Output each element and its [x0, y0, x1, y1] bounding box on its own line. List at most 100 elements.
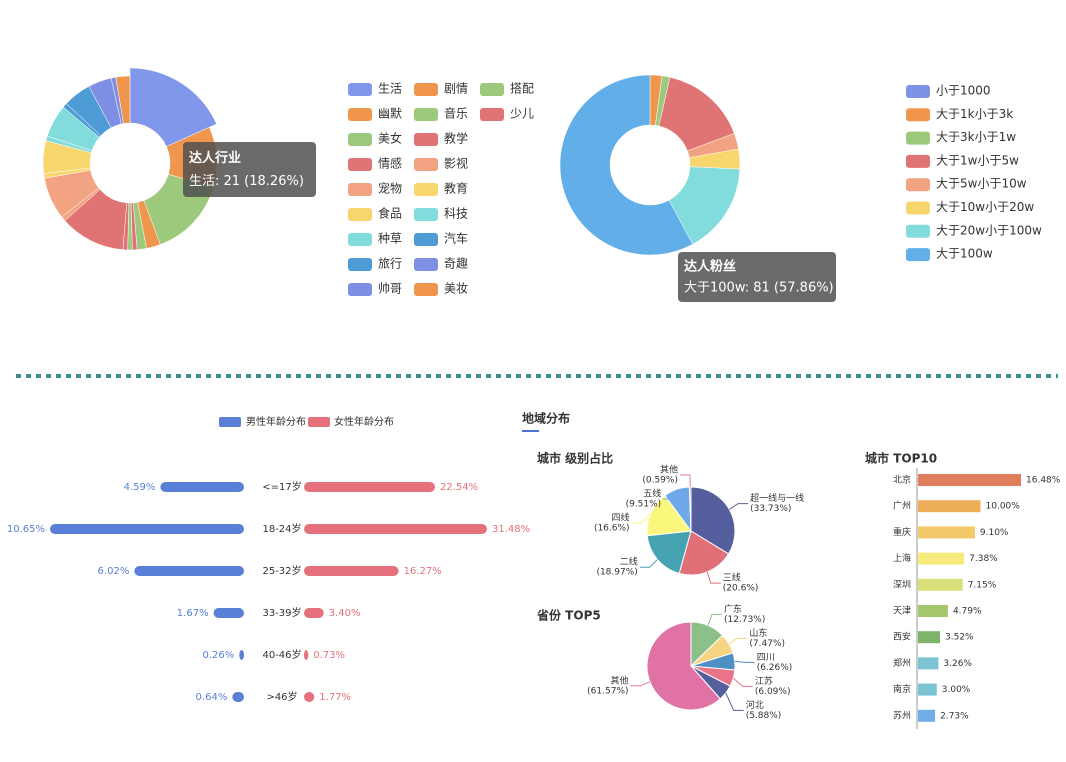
- category-label: 25-32岁: [262, 564, 301, 577]
- legend-label: 大于20w小于100w: [936, 223, 1042, 237]
- legend-label: 剧情: [444, 82, 468, 96]
- bar: [918, 474, 1021, 486]
- slice: [115, 75, 131, 124]
- category-label: 40-46岁: [262, 648, 301, 661]
- slice-label: 河北: [746, 699, 764, 711]
- slice-label: 五线: [643, 488, 661, 500]
- category-label: >46岁: [266, 690, 297, 703]
- value-label: 3.00%: [942, 685, 971, 695]
- slice-label: 三线: [723, 572, 741, 584]
- value-label: 4.79%: [953, 607, 982, 617]
- chart-title: 城市 TOP10: [865, 451, 937, 466]
- slice-value-label: (61.57%): [587, 686, 628, 696]
- value-label: 10.00%: [986, 502, 1021, 512]
- slice-value-label: (18.97%): [596, 568, 637, 578]
- section-underline: [522, 430, 539, 432]
- legend-swatch: [414, 283, 438, 296]
- bar: [918, 605, 948, 617]
- bar: [918, 526, 975, 539]
- category-label: 天津: [893, 606, 911, 617]
- legend-swatch: [906, 154, 930, 168]
- legend-swatch: [219, 417, 241, 427]
- legend-swatch: [480, 83, 504, 96]
- tooltip-text: 大于100w: 81 (57.86%): [684, 281, 834, 296]
- legend-label: 美妆: [444, 282, 468, 296]
- chart-title: 省份 TOP5: [536, 608, 601, 623]
- legend-swatch: [906, 178, 930, 192]
- legend-label: 帅哥: [378, 282, 402, 296]
- leader-line: [729, 503, 749, 510]
- legend-swatch: [348, 158, 372, 171]
- chart-title: 城市 级别占比: [537, 451, 613, 466]
- legend-swatch: [906, 224, 930, 238]
- bar: [304, 692, 315, 702]
- value-label: 3.26%: [943, 659, 972, 669]
- leader-line: [663, 489, 677, 500]
- slice: [129, 67, 217, 147]
- slice-value-label: (6.09%): [755, 687, 791, 697]
- leader-line: [707, 613, 723, 626]
- legend-swatch: [414, 133, 438, 146]
- bar: [918, 683, 937, 696]
- legend-label: 男性年龄分布: [246, 415, 306, 428]
- legend-swatch: [414, 208, 438, 221]
- leader-line: [631, 512, 652, 524]
- legend-swatch: [480, 108, 504, 121]
- legend-swatch: [414, 83, 438, 96]
- legend-label: 教学: [444, 131, 468, 146]
- value-label: 7.15%: [968, 580, 997, 590]
- slice-label: 山东: [749, 627, 767, 639]
- legend-swatch: [906, 248, 930, 262]
- category-label: <=17岁: [262, 480, 301, 493]
- legend-swatch: [414, 258, 438, 271]
- legend-label: 女性年龄分布: [334, 415, 394, 428]
- value-label: 16.27%: [404, 566, 442, 577]
- bar: [304, 566, 399, 576]
- leader-line: [725, 692, 744, 711]
- category-label: 南京: [893, 683, 911, 695]
- legend-label: 大于5w小于10w: [936, 177, 1027, 191]
- leader-line: [639, 559, 658, 568]
- value-label: 2.73%: [940, 711, 969, 721]
- slice: [646, 494, 692, 537]
- legend-label: 大于1w小于5w: [936, 153, 1019, 167]
- bar: [134, 566, 244, 576]
- bar: [232, 692, 244, 702]
- bar: [160, 482, 244, 492]
- category-label: 北京: [893, 474, 911, 486]
- legend-label: 美女: [378, 131, 402, 146]
- slice-value-label: (0.59%): [642, 476, 678, 486]
- leader-line: [679, 474, 691, 488]
- legend-label: 小于1000: [936, 84, 991, 98]
- legend-label: 大于10w小于20w: [936, 200, 1034, 214]
- category-label: 深圳: [893, 579, 911, 590]
- leader-line: [706, 571, 721, 584]
- legend-swatch: [906, 201, 930, 215]
- category-label: 广州: [893, 500, 911, 512]
- legend-swatch: [348, 258, 372, 271]
- value-label: 9.10%: [980, 528, 1009, 538]
- legend-label: 情感: [378, 156, 402, 171]
- slice-value-label: (6.26%): [757, 663, 793, 673]
- value-label: 3.40%: [329, 608, 361, 619]
- legend-label: 大于1k小于3k: [936, 107, 1013, 121]
- bar: [304, 524, 487, 534]
- legend-label: 大于100w: [936, 247, 993, 261]
- slice-label: 超一线与一线: [750, 492, 804, 504]
- value-label: 0.26%: [202, 650, 234, 661]
- value-label: 0.64%: [196, 692, 228, 703]
- legend-label: 宠物: [378, 181, 402, 196]
- bar: [918, 578, 963, 591]
- legend-swatch: [348, 233, 372, 246]
- legend-label: 音乐: [444, 106, 468, 121]
- value-label: 0.73%: [313, 650, 345, 661]
- legend-swatch: [348, 208, 372, 221]
- value-label: 1.77%: [319, 692, 351, 703]
- value-label: 31.48%: [492, 524, 530, 535]
- value-label: 4.59%: [124, 482, 156, 493]
- slice-value-label: (33.73%): [750, 504, 791, 514]
- leader-line: [728, 637, 748, 644]
- value-label: 10.65%: [7, 524, 45, 535]
- slice-value-label: (9.51%): [626, 500, 662, 510]
